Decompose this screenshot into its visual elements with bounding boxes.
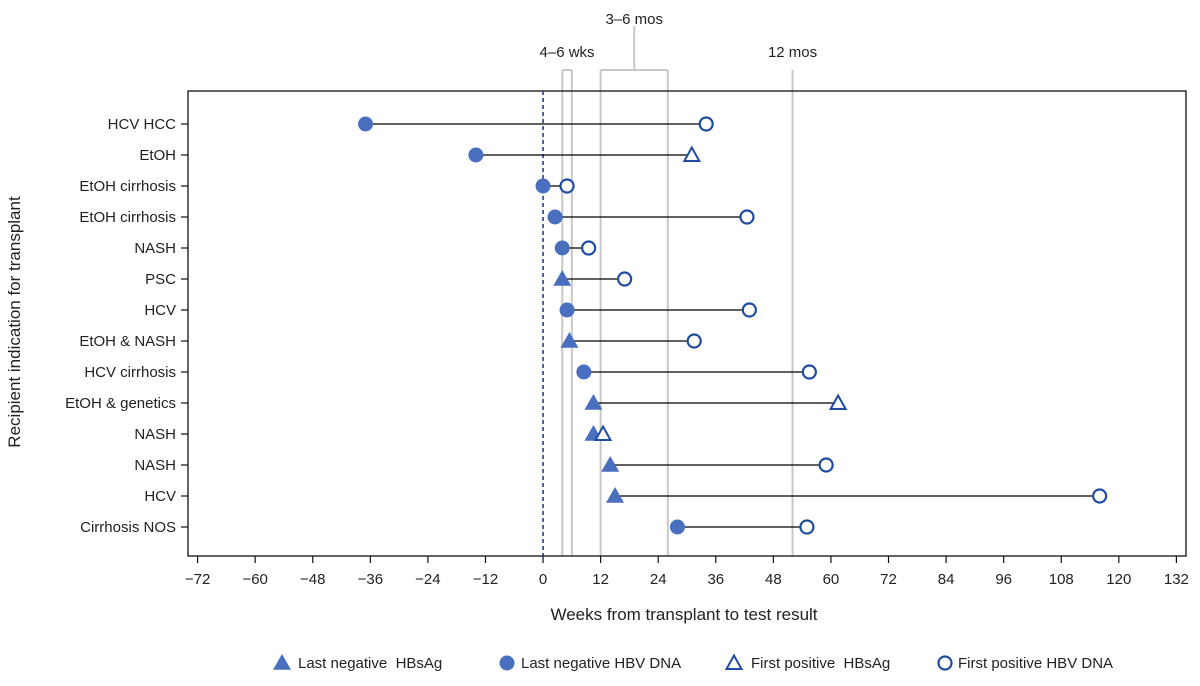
reference-4-6-wks-label: 4–6 wks	[540, 44, 595, 61]
x-tick-label: 120	[1106, 571, 1131, 588]
x-tick-label: 36	[707, 571, 724, 588]
data-row	[584, 424, 613, 441]
y-tick-label: HCV	[144, 488, 176, 505]
data-row	[669, 519, 815, 535]
data-row	[601, 456, 834, 473]
end-marker-first-pos-dna	[818, 457, 834, 473]
y-tick-label: HCV cirrhosis	[84, 364, 176, 381]
legend-item-last-neg-dna: Last negative HBV DNA	[499, 655, 681, 672]
end-marker-first-pos-hbsag	[593, 424, 613, 441]
x-tick-label: −48	[300, 571, 325, 588]
start-marker-last-neg-hbsag	[606, 487, 625, 503]
data-rows	[358, 116, 1108, 535]
start-marker-last-neg-hbsag	[584, 394, 603, 410]
start-marker-last-neg-dna	[559, 302, 575, 318]
start-marker-last-neg-dna	[468, 147, 484, 163]
start-marker-last-neg-dna	[554, 240, 570, 256]
y-axis-title: Recipient indication for transplant	[5, 196, 24, 448]
end-marker-first-pos-hbsag	[682, 145, 701, 162]
end-marker-first-pos-dna	[686, 333, 702, 349]
legend-label: First positive HBsAg	[751, 655, 890, 672]
reference-lines: 4–6 wks 3–6 mos 12 mos	[540, 11, 817, 556]
y-tick-label: PSC	[145, 271, 176, 288]
plot-frame	[187, 90, 1187, 557]
data-row	[553, 270, 633, 287]
data-row	[584, 393, 848, 410]
start-marker-last-neg-dna	[358, 116, 374, 132]
end-marker-first-pos-dna	[801, 364, 817, 380]
end-marker-first-pos-dna	[581, 240, 597, 256]
x-tick-label: 24	[650, 571, 667, 588]
x-tick-label: 96	[995, 571, 1012, 588]
reference-3-6-mos-label: 3–6 mos	[605, 11, 663, 28]
end-marker-first-pos-hbsag	[828, 393, 848, 410]
y-tick-label: NASH	[134, 240, 176, 257]
reference-12-mos-label: 12 mos	[768, 44, 817, 61]
legend-marker-first-pos-hbsag	[724, 653, 744, 670]
data-row	[576, 364, 817, 380]
start-marker-last-neg-dna	[669, 519, 685, 535]
y-tick-label: EtOH cirrhosis	[79, 209, 176, 226]
x-axis-title: Weeks from transplant to test result	[550, 605, 817, 624]
y-tick-label: EtOH	[139, 147, 176, 164]
x-tick-label: −12	[473, 571, 498, 588]
x-tick-label: 132	[1164, 571, 1189, 588]
end-marker-first-pos-dna	[739, 209, 755, 225]
legend-label: Last negative HBsAg	[298, 655, 442, 672]
legend-marker-first-pos-dna	[937, 655, 953, 671]
start-marker-last-neg-dna	[547, 209, 563, 225]
y-tick-label: NASH	[134, 457, 176, 474]
start-marker-last-neg-hbsag	[560, 332, 579, 348]
legend: Last negative HBsAg Last negative HBV DNA…	[273, 653, 1113, 672]
x-tick-label: −36	[358, 571, 383, 588]
data-row	[535, 178, 575, 194]
start-marker-last-neg-dna	[576, 364, 592, 380]
x-tick-label: −72	[185, 571, 210, 588]
legend-marker-last-neg-hbsag	[273, 654, 291, 670]
data-row	[560, 332, 702, 349]
x-tick-label: 72	[880, 571, 897, 588]
data-row	[606, 487, 1108, 504]
start-marker-last-neg-dna	[535, 178, 551, 194]
y-tick-label: NASH	[134, 426, 176, 443]
end-marker-first-pos-dna	[617, 271, 633, 287]
y-tick-label: EtOH & genetics	[65, 395, 176, 412]
x-tick-label: 48	[765, 571, 782, 588]
start-marker-last-neg-hbsag	[553, 270, 572, 286]
legend-item-first-pos-hbsag: First positive HBsAg	[724, 653, 890, 672]
y-axis: HCV HCC EtOH EtOH cirrhosis EtOH cirrhosis N…	[65, 116, 188, 536]
y-tick-label: HCV	[144, 302, 176, 319]
x-tick-label: 60	[823, 571, 840, 588]
start-marker-last-neg-hbsag	[601, 456, 620, 472]
data-row	[358, 116, 714, 132]
x-tick-label: 12	[592, 571, 609, 588]
x-tick-label: −60	[242, 571, 267, 588]
legend-marker-last-neg-dna	[499, 655, 515, 671]
data-row	[468, 145, 701, 163]
end-marker-first-pos-dna	[559, 178, 575, 194]
legend-item-last-neg-hbsag: Last negative HBsAg	[273, 654, 442, 672]
end-marker-first-pos-dna	[741, 302, 757, 318]
x-tick-label: 84	[938, 571, 955, 588]
y-tick-label: HCV HCC	[108, 116, 177, 133]
end-marker-first-pos-dna	[1092, 488, 1108, 504]
legend-label: First positive HBV DNA	[958, 655, 1113, 672]
data-row	[554, 240, 597, 256]
x-tick-label: 108	[1049, 571, 1074, 588]
legend-item-first-pos-dna: First positive HBV DNA	[937, 655, 1113, 672]
data-row	[547, 209, 755, 225]
x-tick-label: −24	[415, 571, 440, 588]
end-marker-first-pos-dna	[799, 519, 815, 535]
data-row	[559, 302, 757, 318]
end-marker-first-pos-dna	[698, 116, 714, 132]
x-axis: −72 −60 −48 −36 −24 −12 0 12 24 36 48 60 72 84 96 108 12…	[185, 556, 1189, 588]
y-tick-label: EtOH cirrhosis	[79, 178, 176, 195]
legend-label: Last negative HBV DNA	[521, 655, 681, 672]
y-tick-label: Cirrhosis NOS	[80, 519, 176, 536]
y-tick-label: EtOH & NASH	[79, 333, 176, 350]
x-tick-label: 0	[539, 571, 547, 588]
